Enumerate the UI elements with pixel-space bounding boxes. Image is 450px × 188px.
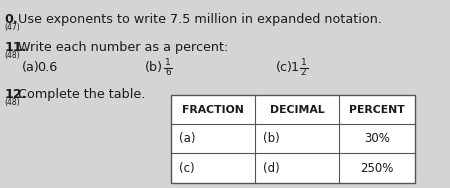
Text: (48): (48) bbox=[4, 98, 20, 107]
Text: 0.6: 0.6 bbox=[37, 61, 57, 74]
Text: Use exponents to write 7.5 million in expanded notation.: Use exponents to write 7.5 million in ex… bbox=[18, 13, 382, 26]
Text: (d): (d) bbox=[263, 161, 279, 174]
Text: 1: 1 bbox=[301, 58, 306, 67]
Text: 1: 1 bbox=[290, 61, 298, 74]
Text: DECIMAL: DECIMAL bbox=[270, 105, 324, 115]
Text: 2: 2 bbox=[301, 68, 306, 77]
Text: 30%: 30% bbox=[364, 132, 390, 145]
Text: 11.: 11. bbox=[4, 41, 27, 54]
Text: Write each number as a percent:: Write each number as a percent: bbox=[18, 41, 229, 54]
Text: (a): (a) bbox=[22, 61, 40, 74]
Text: (47): (47) bbox=[4, 23, 20, 32]
Text: (c): (c) bbox=[275, 61, 292, 74]
Bar bbox=[171, 95, 415, 183]
Text: (48): (48) bbox=[4, 51, 20, 60]
Text: FRACTION: FRACTION bbox=[182, 105, 244, 115]
Text: 250%: 250% bbox=[360, 161, 394, 174]
Text: 0.: 0. bbox=[4, 13, 18, 26]
Text: 12.: 12. bbox=[4, 88, 27, 101]
Text: (a): (a) bbox=[179, 132, 195, 145]
Text: (b): (b) bbox=[145, 61, 163, 74]
Text: PERCENT: PERCENT bbox=[349, 105, 405, 115]
Text: Complete the table.: Complete the table. bbox=[18, 88, 145, 101]
Text: (b): (b) bbox=[263, 132, 279, 145]
Text: (c): (c) bbox=[179, 161, 194, 174]
Text: 6: 6 bbox=[165, 68, 171, 77]
Text: 1: 1 bbox=[165, 58, 171, 67]
